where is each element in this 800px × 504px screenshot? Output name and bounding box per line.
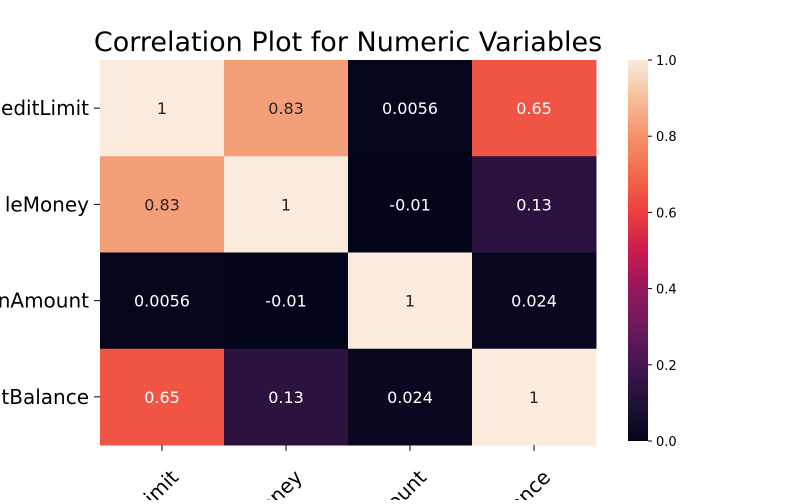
cell-annotation: 0.83 (144, 195, 180, 214)
chart-title: Correlation Plot for Numeric Variables (94, 27, 602, 58)
row-label: editLimit (1, 96, 89, 120)
colorbar-tick-label: 0.2 (656, 359, 677, 374)
heatmap-cell (348, 156, 473, 253)
col-label: mount (368, 465, 431, 500)
colorbar-tick-label: 0.0 (656, 435, 677, 450)
heatmap-cell (224, 252, 349, 350)
col-label: tLimit (126, 465, 184, 500)
heatmap-cell (348, 348, 473, 446)
heatmap-cell (224, 348, 349, 446)
heatmap-cell (100, 348, 225, 446)
cell-annotation: 1 (529, 388, 539, 407)
cell-annotation: 0.65 (516, 99, 552, 118)
cell-annotation: 0.0056 (382, 99, 438, 118)
heatmap-cell (224, 60, 349, 157)
cell-annotation: 0.024 (511, 292, 557, 311)
cell-annotation: 1 (281, 195, 291, 214)
heatmap-cell (100, 60, 225, 157)
cell-annotation: 0.0056 (134, 292, 190, 311)
heatmap-cell (100, 156, 225, 253)
cell-annotation: -0.01 (265, 292, 306, 311)
cell-annotation: 0.13 (516, 195, 552, 214)
col-label: Money (243, 465, 307, 500)
cell-annotation: 0.65 (144, 388, 180, 407)
heatmap-cell (472, 156, 597, 253)
cell-annotation: 1 (405, 292, 415, 311)
cell-annotation: -0.01 (389, 195, 430, 214)
colorbar-tick-label: 0.4 (656, 283, 677, 298)
col-label: lance (500, 465, 555, 500)
heatmap-cell (472, 348, 597, 446)
row-label: leMoney (5, 192, 89, 216)
heatmap-cell (348, 252, 473, 350)
heatmap-cell (472, 252, 597, 350)
heatmap-cell (100, 252, 225, 350)
colorbar-tick-label: 1.0 (656, 54, 677, 69)
heatmap-cell (224, 156, 349, 253)
colorbar (628, 60, 648, 441)
cell-annotation: 0.024 (387, 388, 433, 407)
row-label: nAmount (0, 289, 89, 313)
colorbar-tick-label: 0.6 (656, 206, 677, 221)
colorbar-tick-label: 0.8 (656, 130, 677, 145)
cell-annotation: 1 (157, 99, 167, 118)
cell-annotation: 0.13 (268, 388, 304, 407)
heatmap-cell (472, 60, 597, 157)
heatmap-cell (348, 60, 473, 157)
cell-annotation: 0.83 (268, 99, 304, 118)
row-label: tBalance (1, 385, 89, 409)
